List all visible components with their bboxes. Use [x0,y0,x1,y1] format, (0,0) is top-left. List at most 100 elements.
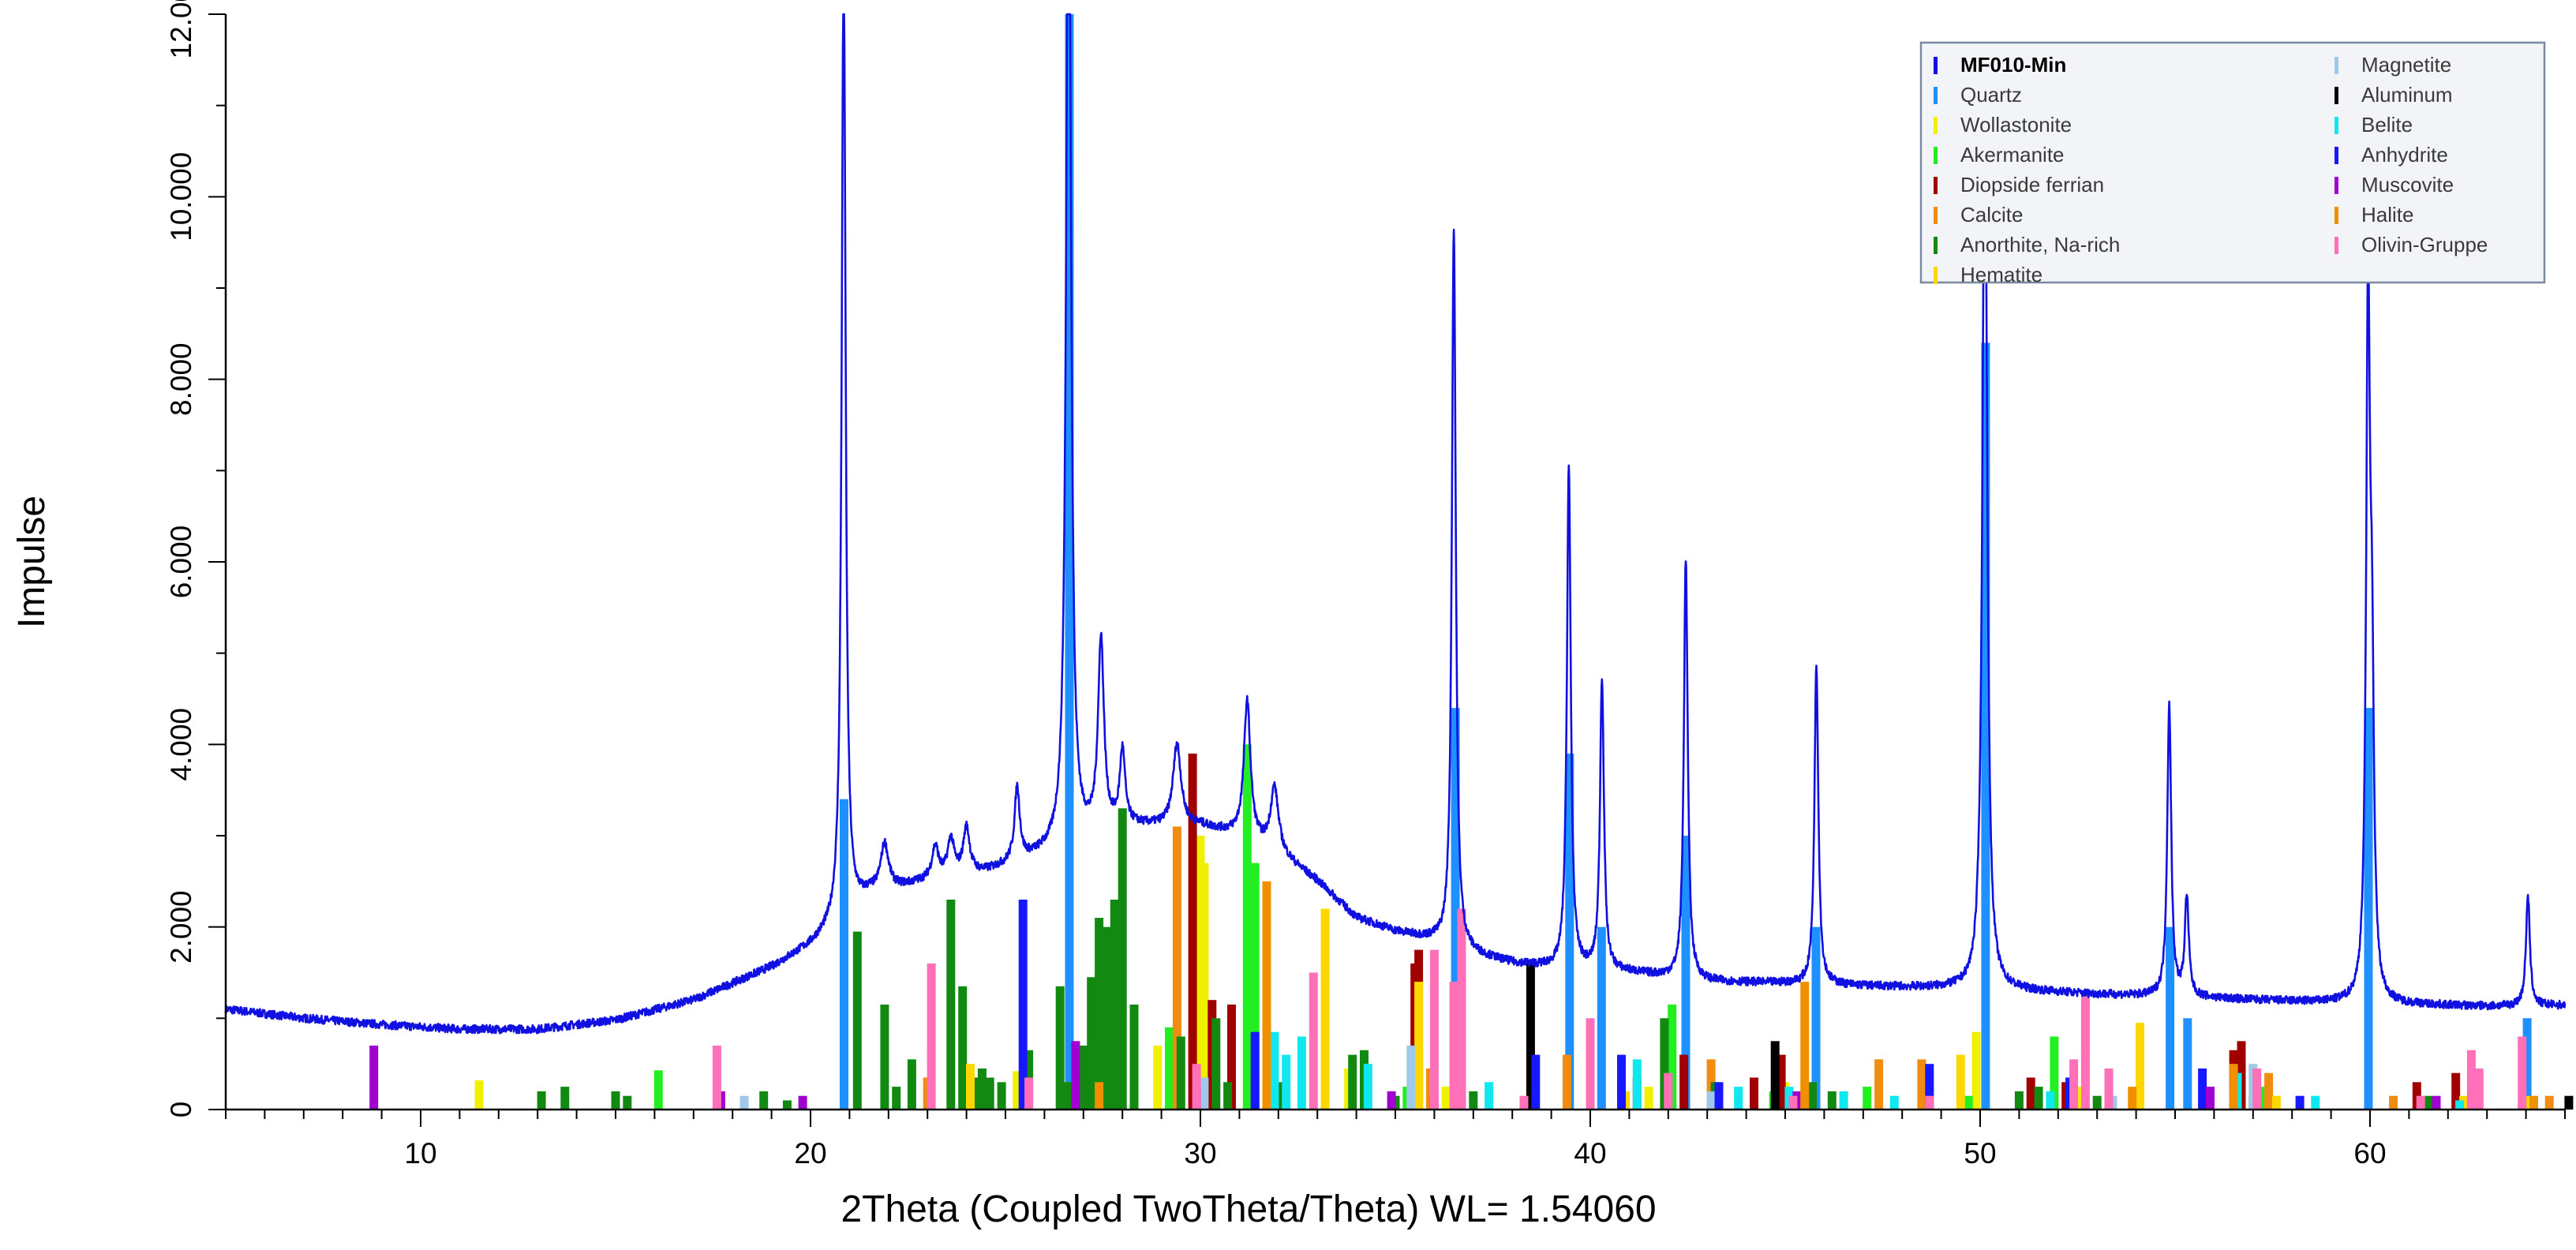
stick-anorthite-na-rich [1087,977,1096,1110]
stick-anorthite-na-rich [1660,1018,1669,1110]
stick-akermanite [653,1070,663,1110]
stick-hematite [1414,982,1424,1110]
stick-belite [1363,1064,1372,1110]
stick-anorthite-na-rich [1095,918,1104,1110]
stick-anorthite-na-rich [1348,1054,1357,1110]
stick-olivin-gruppe [1519,1095,1529,1110]
stick-anorthite-na-rich [1055,986,1065,1110]
stick-aluminum [2564,1095,2574,1110]
stick-quartz [1811,926,1821,1110]
stick-calcite [2264,1072,2274,1110]
legend-label: Magnetite [2361,53,2451,77]
legend-swatch [2334,177,2338,194]
stick-olivin-gruppe [712,1046,721,1110]
stick-hematite [1956,1054,1965,1110]
stick-anorthite-na-rich [2014,1091,2024,1110]
stick-calcite [1874,1059,1884,1110]
x-axis-label: 2Theta (Coupled TwoTheta/Theta) WL= 1.54… [841,1188,1656,1230]
stick-hematite [2136,1023,2144,1110]
stick-olivin-gruppe [1457,908,1466,1110]
reference-sticks-layer [369,14,2574,1110]
stick-olivin-gruppe [1192,1064,1201,1110]
stick-halite [1095,1082,1104,1110]
stick-diopside-ferrian [2026,1077,2035,1110]
x-tick-label: 10 [404,1137,436,1170]
stick-anorthite-na-rich [2034,1087,2043,1110]
y-tick-label: 10.000 [165,152,197,241]
x-tick-label: 50 [1964,1137,1996,1170]
stick-anhydrite [1531,1054,1541,1110]
legend-swatch [2334,207,2338,224]
stick-muscovite [1071,1041,1080,1110]
y-tick-label: 12.000 [165,0,197,59]
y-tick-label: 4.000 [165,708,197,781]
stick-anhydrite [1018,900,1028,1110]
x-tick-label: 20 [794,1137,826,1170]
stick-aluminum [1770,1041,1780,1110]
stick-halite [2229,1064,2238,1110]
stick-muscovite [2432,1095,2441,1110]
legend-label: Belite [2361,113,2413,137]
measured-pattern-layer [224,13,2567,1035]
stick-akermanite [1964,1095,1973,1110]
legend-swatch [1934,237,1938,254]
legend-label: Wollastonite [1960,113,2072,137]
stick-halite [2529,1095,2538,1110]
legend-label: Anhydrite [2361,143,2448,167]
legend-box [1919,41,2546,284]
legend-label: Olivin-Gruppe [2361,233,2488,256]
tick-labels: 10 20 30 40 50 60 0 2.000 4.000 6.000 8.000 10.000 1… [165,0,2387,1170]
stick-anorthite-na-rich [1102,926,1111,1110]
stick-anorthite-na-rich [907,1059,916,1110]
stick-anorthite-na-rich [623,1095,632,1110]
stick-belite [2455,1100,2465,1110]
stick-belite [2311,1095,2320,1110]
stick-olivin-gruppe [1788,1095,1798,1110]
stick-quartz [2166,926,2175,1110]
stick-anorthite-na-rich [2424,1095,2433,1110]
y-tick-label: 8.000 [165,342,197,416]
stick-anhydrite [1714,1082,1724,1110]
stick-quartz [1681,836,1690,1110]
legend-swatch [1934,117,1938,134]
stick-hematite [2271,1095,2281,1110]
stick-diopside-ferrian [1679,1054,1689,1110]
stick-halite [1262,881,1271,1110]
stick-wollastonite [1644,1087,1653,1110]
stick-anorthite-na-rich [537,1091,546,1110]
stick-anorthite-na-rich [1469,1091,1478,1110]
axes [208,13,2566,1127]
stick-belite [1839,1091,1848,1110]
legend-label: Quartz [1960,83,2022,107]
stick-quartz [1065,14,1074,1110]
y-tick-label: 0 [165,1102,197,1118]
stick-hematite [966,1064,975,1110]
stick-wollastonite [474,1080,484,1110]
stick-akermanite [2050,1036,2059,1110]
stick-olivin-gruppe [2104,1068,2114,1110]
stick-olivin-gruppe [1449,982,1458,1110]
stick-olivin-gruppe [2252,1068,2262,1110]
stick-belite [2046,1091,2055,1110]
y-tick-label: 6.000 [165,526,197,599]
stick-anorthite-na-rich [611,1091,620,1110]
stick-anorthite-na-rich [1110,900,1119,1110]
stick-quartz [1565,753,1574,1110]
x-tick-label: 40 [1574,1137,1606,1170]
stick-olivin-gruppe [2080,990,2090,1110]
stick-diopside-ferrian [1777,1054,1786,1110]
legend-label: Diopside ferrian [1960,173,2104,196]
legend: MF010-Min Quartz Wollastonite Akermanite Dio… [1919,41,2546,286]
stick-belite [1734,1087,1743,1110]
stick-magnetite [1706,1091,1716,1110]
stick-quartz [2522,1018,2532,1110]
stick-wollastonite [1153,1046,1163,1110]
stick-anorthite-na-rich [880,1005,889,1110]
stick-anorthite-na-rich [1129,1005,1139,1110]
legend-label: MF010-Min [1960,53,2066,77]
stick-olivin-gruppe [1309,972,1318,1110]
legend-swatch [1934,207,1938,224]
stick-anorthite-na-rich [852,931,862,1110]
stick-anorthite-na-rich [1808,1082,1818,1110]
